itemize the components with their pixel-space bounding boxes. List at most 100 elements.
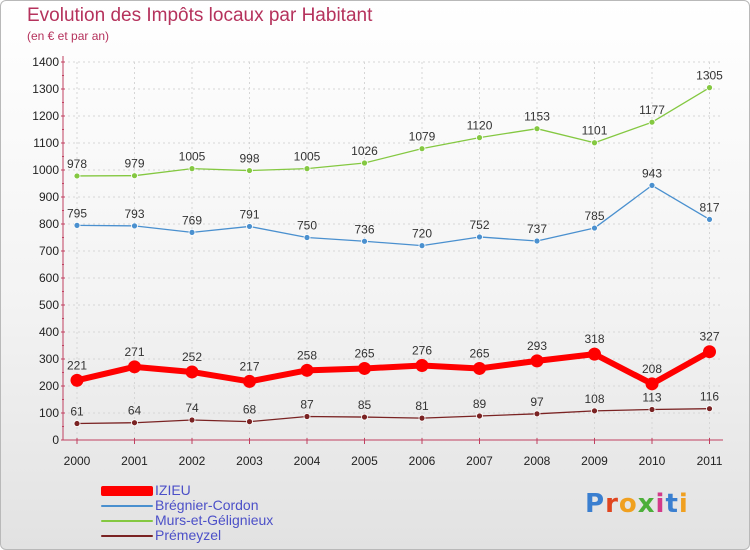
data-point-br-gnier-cordon <box>476 233 483 241</box>
data-point-murs-et-g-lignieux <box>591 139 598 147</box>
logo-letter: t <box>665 489 679 519</box>
logo-letter: i <box>655 489 666 519</box>
data-point-izieu <box>358 361 371 375</box>
data-label-pr-meyzel: 85 <box>358 398 372 412</box>
data-point-pr-meyzel <box>131 419 138 427</box>
data-point-pr-meyzel <box>476 412 483 420</box>
x-tick-label: 2006 <box>409 454 436 468</box>
y-tick-label: 600 <box>39 271 59 285</box>
data-point-murs-et-g-lignieux <box>533 125 541 133</box>
data-point-br-gnier-cordon <box>533 237 541 245</box>
data-point-izieu <box>243 374 256 388</box>
data-label-izieu: 318 <box>584 332 604 346</box>
data-point-pr-meyzel <box>73 420 81 427</box>
data-point-pr-meyzel <box>418 414 426 422</box>
data-point-pr-meyzel <box>706 405 713 413</box>
x-tick-label: 2002 <box>179 454 206 468</box>
y-tick-label: 1100 <box>33 136 59 150</box>
data-point-br-gnier-cordon <box>73 221 81 229</box>
data-label-murs-et-g-lignieux: 1079 <box>409 130 436 144</box>
data-label-izieu: 276 <box>412 343 432 357</box>
data-label-br-gnier-cordon: 736 <box>354 222 374 236</box>
grid-lines <box>63 61 723 441</box>
x-tick-label: 2009 <box>581 454 608 468</box>
data-point-murs-et-g-lignieux <box>73 172 81 180</box>
y-tick-label: 1400 <box>32 55 59 69</box>
data-label-br-gnier-cordon: 817 <box>699 200 719 214</box>
data-label-izieu: 252 <box>182 350 202 364</box>
y-tick-label: 400 <box>39 325 59 339</box>
data-point-murs-et-g-lignieux <box>131 172 138 180</box>
data-point-izieu <box>473 361 486 375</box>
legend-swatch <box>101 486 153 496</box>
legend-swatch <box>101 535 153 537</box>
data-point-pr-meyzel <box>533 410 541 418</box>
data-point-pr-meyzel <box>648 406 656 413</box>
data-label-pr-meyzel: 113 <box>642 390 661 404</box>
data-label-murs-et-g-lignieux: 1120 <box>467 119 493 133</box>
logo-letter: o <box>618 489 638 519</box>
y-tick-label: 1200 <box>32 109 59 123</box>
data-point-izieu <box>185 365 199 379</box>
x-tick-label: 2010 <box>639 454 666 468</box>
data-label-murs-et-g-lignieux: 1005 <box>294 150 321 164</box>
data-label-pr-meyzel: 116 <box>700 390 719 404</box>
logo-letter: P <box>585 489 606 519</box>
data-label-pr-meyzel: 97 <box>530 395 544 409</box>
x-tick-label: 2001 <box>121 454 148 468</box>
data-label-izieu: 271 <box>124 345 144 359</box>
data-label-izieu: 265 <box>469 346 489 360</box>
data-label-murs-et-g-lignieux: 1101 <box>582 124 608 138</box>
data-point-br-gnier-cordon <box>361 237 368 245</box>
series-line-izieu <box>76 349 711 387</box>
data-label-br-gnier-cordon: 795 <box>67 206 87 220</box>
axes: 0 100 200 300 400 500 600 700 800 900 1000 1100 1200… <box>32 55 723 468</box>
legend-swatch <box>101 505 153 507</box>
series-line-pr-meyzel <box>76 408 710 425</box>
y-tick-label: 900 <box>39 190 59 204</box>
data-point-murs-et-g-lignieux <box>648 118 656 126</box>
data-label-murs-et-g-lignieux: 998 <box>239 152 259 166</box>
data-label-pr-meyzel: 61 <box>70 405 84 419</box>
y-tick-label: 800 <box>39 217 59 231</box>
data-point-pr-meyzel <box>246 418 253 426</box>
legend-label: IZIEU <box>155 482 191 498</box>
data-point-murs-et-g-lignieux <box>361 159 368 167</box>
data-label-pr-meyzel: 108 <box>584 392 604 406</box>
y-tick-label: 1300 <box>32 82 59 96</box>
data-point-izieu <box>703 345 716 359</box>
data-label-br-gnier-cordon: 793 <box>124 207 144 221</box>
data-point-murs-et-g-lignieux <box>418 145 426 153</box>
data-label-br-gnier-cordon: 737 <box>527 222 547 236</box>
series-line-murs-et-g-lignieux <box>76 87 710 177</box>
data-label-pr-meyzel: 68 <box>243 403 257 417</box>
legend-swatch <box>101 520 153 522</box>
data-point-br-gnier-cordon <box>246 223 253 230</box>
y-tick-label: 500 <box>39 298 59 312</box>
x-tick-label: 2004 <box>294 454 321 468</box>
x-tick-label: 2011 <box>697 454 723 468</box>
data-label-murs-et-g-lignieux: 1153 <box>524 110 550 124</box>
y-tick-label: 0 <box>52 433 59 447</box>
data-label-izieu: 258 <box>297 348 317 362</box>
x-tick-label: 2008 <box>524 454 551 468</box>
data-point-murs-et-g-lignieux <box>303 165 311 173</box>
data-label-izieu: 208 <box>642 362 662 376</box>
data-label-pr-meyzel: 74 <box>185 401 199 415</box>
data-point-br-gnier-cordon <box>303 234 311 241</box>
data-point-izieu <box>530 354 544 368</box>
y-tick-label: 1000 <box>32 163 59 177</box>
legend-label: Brégnier-Cordon <box>155 497 259 513</box>
chart-subtitle: (en € et par an) <box>27 29 110 43</box>
x-tick-label: 2005 <box>351 454 378 468</box>
legend-label: Prémeyzel <box>155 527 222 543</box>
data-label-murs-et-g-lignieux: 1005 <box>179 150 206 164</box>
x-tick-label: 2000 <box>64 454 91 468</box>
data-point-murs-et-g-lignieux <box>188 165 196 173</box>
y-tick-label: 200 <box>39 379 59 393</box>
logo-letter: r <box>605 489 619 519</box>
data-point-izieu <box>588 347 601 361</box>
data-label-murs-et-g-lignieux: 978 <box>67 157 87 171</box>
data-point-br-gnier-cordon <box>648 181 656 189</box>
